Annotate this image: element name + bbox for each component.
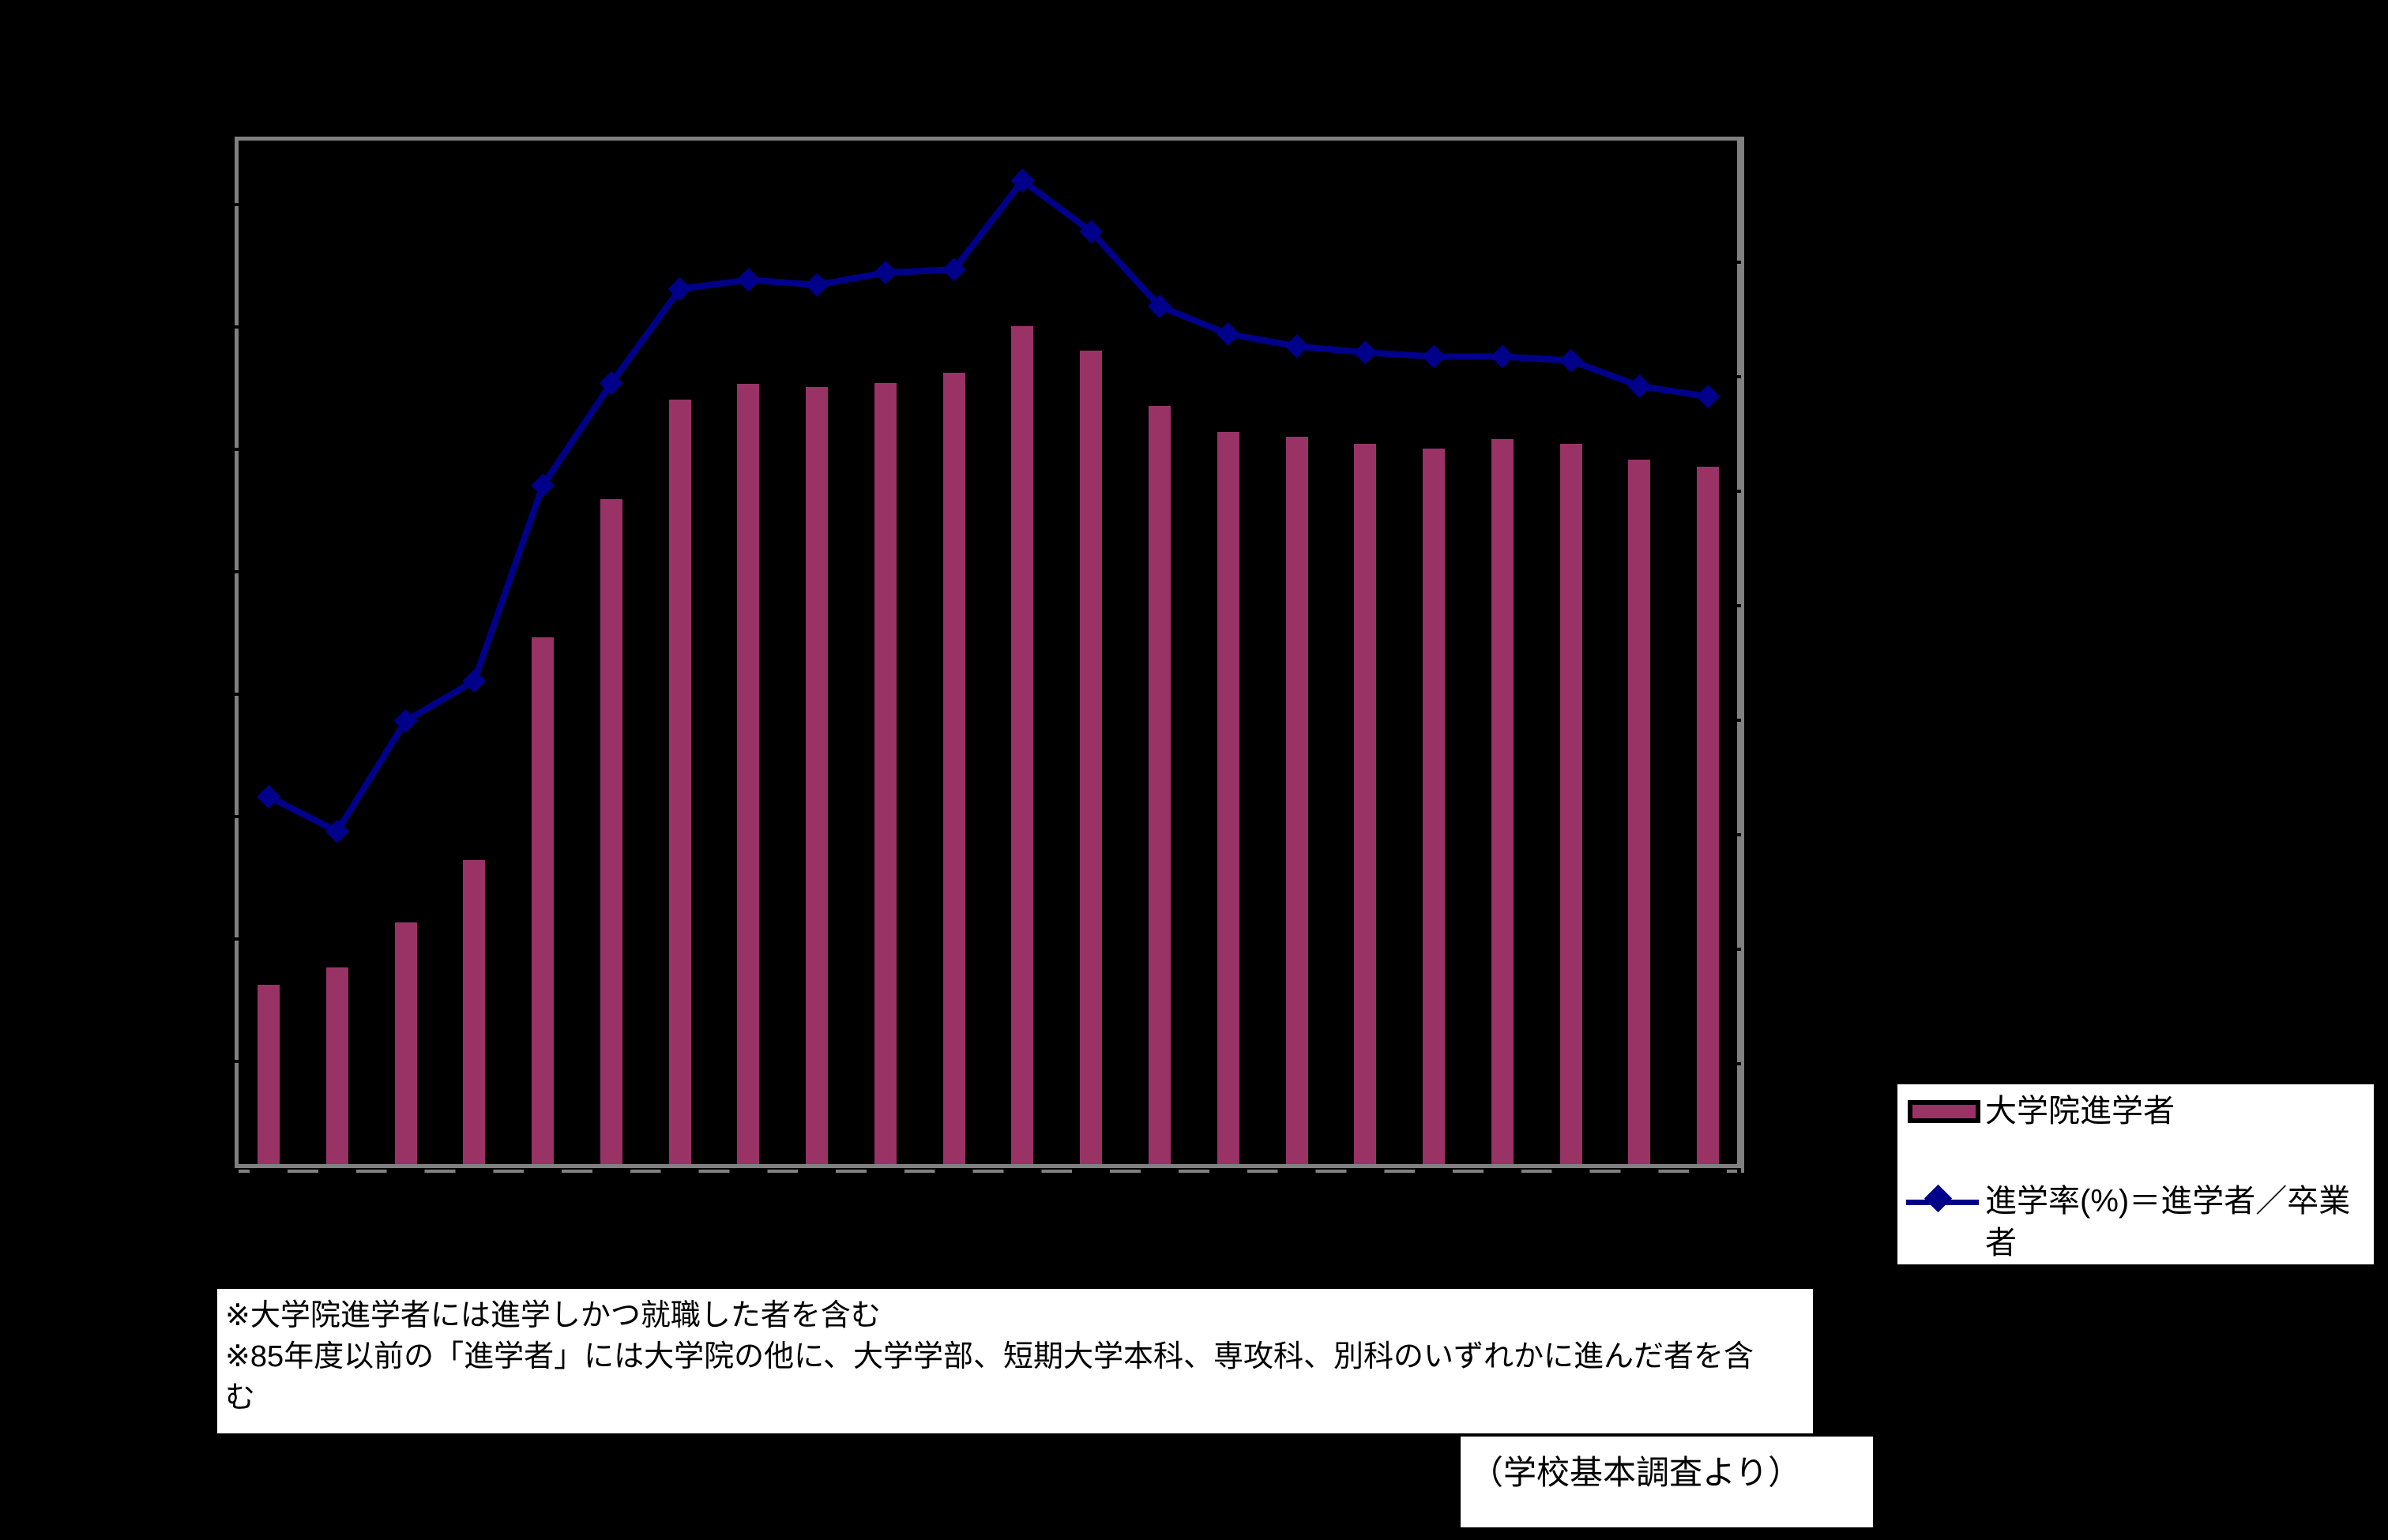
legend-label-line-1: 進学率(%)＝進学者／卒業 — [1985, 1184, 2351, 1219]
plot-outer-right-border — [1741, 137, 1744, 1173]
diamond-marker-icon — [531, 473, 555, 498]
bar — [1080, 350, 1103, 1164]
footnote-line-3: む — [225, 1381, 256, 1414]
bar — [942, 373, 965, 1164]
diamond-marker-icon — [1627, 374, 1652, 399]
diamond-marker-icon — [942, 257, 966, 282]
line-series-swatch-icon — [1906, 1184, 1979, 1213]
diamond-marker-icon — [668, 276, 692, 301]
diamond-marker-icon — [393, 708, 418, 733]
bar — [1285, 436, 1308, 1164]
axis-tick-notch — [235, 815, 239, 818]
axis-tick-notch — [235, 448, 239, 451]
diamond-marker-icon — [1216, 321, 1240, 346]
axis-tick-notch — [235, 203, 239, 206]
plot-inner — [235, 141, 1741, 1164]
diamond-marker-icon — [805, 272, 829, 297]
legend-label-line-2: 者 — [1985, 1226, 2017, 1260]
footnotes-box: ※大学院進学者には進学しかつ就職した者を含む ※85年度以前の「進学者」には大学… — [217, 1289, 1813, 1433]
footnote-line-2: ※85年度以前の「進学者」には大学院の他に、大学学部、短期大学本科、専攻科、別科… — [225, 1340, 1754, 1373]
diamond-marker-icon — [1924, 1184, 1953, 1213]
axis-tick-notch — [235, 937, 239, 941]
bar — [1149, 405, 1171, 1164]
diamond-marker-icon — [1284, 334, 1309, 359]
bar-series-swatch-icon — [1908, 1100, 1980, 1123]
bar — [874, 383, 897, 1164]
diamond-marker-icon — [599, 371, 623, 396]
bar — [463, 860, 486, 1164]
bar — [737, 384, 760, 1164]
diamond-marker-icon — [1079, 220, 1104, 244]
axis-tick-notch — [1737, 833, 1741, 836]
line-layer — [257, 168, 1720, 843]
diamond-marker-icon — [1696, 385, 1720, 408]
bar — [325, 967, 348, 1164]
bar — [668, 399, 691, 1164]
rate-line — [267, 175, 1709, 836]
axis-tick-notch — [235, 693, 239, 696]
diamond-marker-icon — [1490, 344, 1514, 369]
bar — [1697, 467, 1720, 1164]
diamond-marker-icon — [462, 669, 487, 693]
diamond-marker-icon — [1422, 344, 1446, 369]
data-source-box: （学校基本調査より） — [1461, 1437, 1873, 1527]
legend-label-bar-series: 大学院進学者 — [1985, 1094, 2175, 1129]
axis-tick-notch — [1737, 261, 1741, 264]
axis-tick-notch — [235, 325, 239, 329]
axis-tick-notch — [1737, 604, 1741, 607]
axis-tick-notch — [1737, 490, 1741, 493]
diamond-marker-icon — [257, 784, 280, 809]
x-axis-tick-dashes — [239, 1170, 1737, 1173]
footnote-line-1: ※大学院進学者には進学しかつ就職した者を含む — [225, 1299, 881, 1332]
axis-tick-notch — [235, 570, 239, 573]
bar — [600, 498, 622, 1164]
legend: 大学院進学者 進学率(%)＝進学者／卒業 者 — [1897, 1084, 2374, 1264]
diamond-marker-icon — [1010, 168, 1035, 193]
bar — [258, 985, 280, 1164]
bar — [806, 387, 829, 1164]
bar — [1217, 432, 1239, 1164]
diamond-marker-icon — [1559, 348, 1583, 373]
axis-tick-notch — [1737, 948, 1741, 951]
bar — [1011, 325, 1034, 1164]
bar — [1354, 443, 1377, 1164]
axis-tick-notch — [1737, 1062, 1741, 1065]
diamond-marker-icon — [873, 261, 897, 285]
diamond-marker-icon — [1353, 340, 1378, 365]
diamond-marker-icon — [1148, 294, 1172, 318]
chart-plot-area — [235, 137, 1744, 1173]
axis-tick-notch — [1737, 719, 1741, 722]
data-source-text: （学校基本調査より） — [1470, 1454, 1802, 1491]
bar — [1628, 460, 1651, 1164]
diamond-marker-icon — [736, 268, 761, 292]
bar — [1491, 439, 1514, 1164]
bar — [394, 922, 417, 1164]
bar — [1423, 449, 1446, 1164]
axis-tick-notch — [1737, 375, 1741, 378]
bar — [532, 637, 555, 1164]
legend-label-line-series: 進学率(%)＝進学者／卒業 者 — [1985, 1181, 2350, 1264]
axis-tick-notch — [235, 1060, 239, 1063]
diamond-marker-icon — [325, 819, 349, 843]
bar — [1559, 443, 1582, 1164]
